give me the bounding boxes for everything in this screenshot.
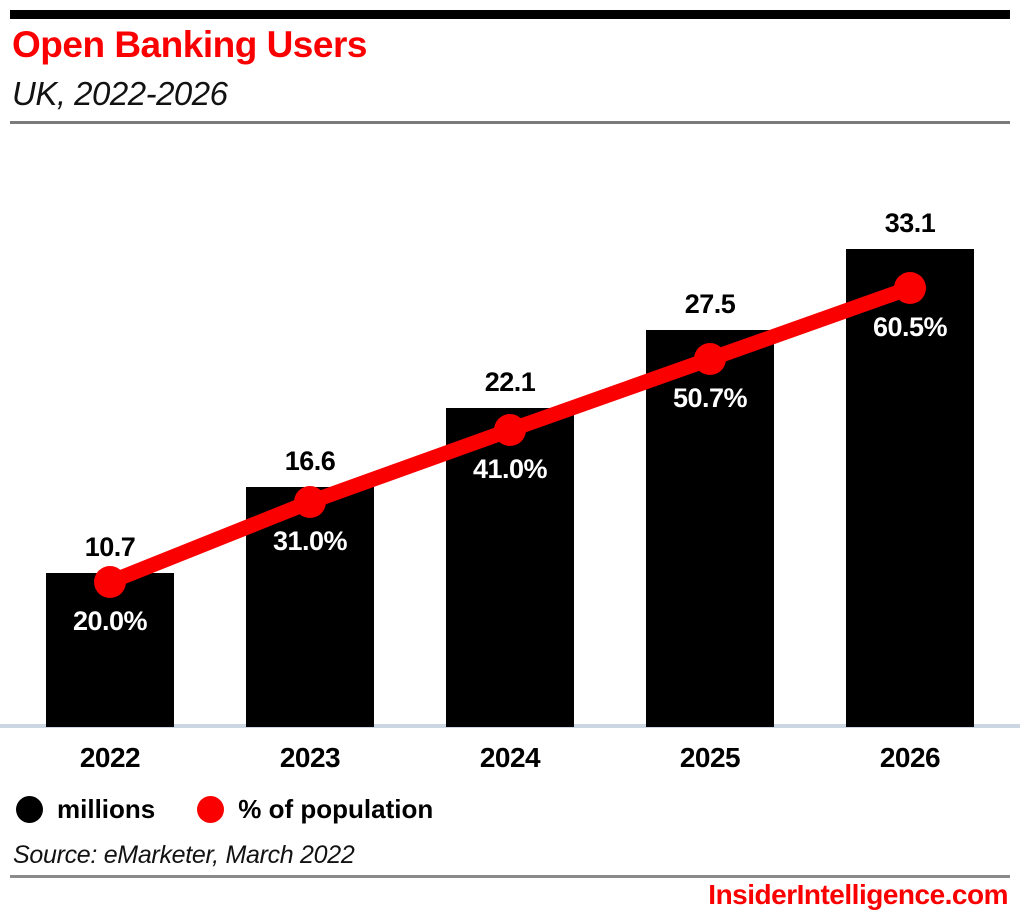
source-note: Source: eMarketer, March 2022 (13, 841, 355, 869)
page-title: Open Banking Users (12, 24, 367, 65)
top-accent-bar (10, 10, 1010, 19)
chart-legend: millions % of population (16, 794, 475, 825)
bar-2022 (46, 573, 174, 727)
page-subtitle: UK, 2022-2026 (12, 75, 228, 112)
bar-value-label-2025: 27.5 (684, 289, 736, 319)
x-axis-label-2025: 2025 (679, 742, 741, 773)
bar-value-label-2024: 22.1 (484, 367, 536, 397)
bar-value-label-2022: 10.7 (84, 532, 136, 562)
line-point-label-2025: 50.7% (672, 383, 748, 413)
legend-label: millions (57, 794, 156, 824)
legend-item-percent: % of population (197, 794, 433, 825)
footer-divider (10, 875, 1010, 878)
legend-label: % of population (238, 794, 434, 824)
line-point-label-2024: 41.0% (472, 454, 548, 484)
x-axis-label-2024: 2024 (479, 742, 541, 773)
bar-value-label-2026: 33.1 (884, 208, 936, 238)
line-point-label-2026: 60.5% (872, 312, 948, 342)
legend-item-millions: millions (16, 794, 155, 825)
millions-swatch-icon (16, 796, 43, 823)
percent-swatch-icon (197, 796, 225, 823)
bar-value-label-2023: 16.6 (284, 446, 336, 476)
bar-line-chart: 10.7 20.0% 2022 16.6 31.0% 2023 22.1 41.0% 2024 2… (0, 208, 1020, 773)
x-axis-label-2026: 2026 (879, 742, 941, 773)
footer-site-link[interactable]: InsiderIntelligence.com (708, 879, 1008, 910)
line-point-label-2023: 31.0% (272, 526, 348, 556)
line-point-label-2022: 20.0% (72, 606, 148, 636)
bar-2023 (246, 487, 374, 727)
x-axis-label-2023: 2023 (279, 742, 341, 773)
header-divider (10, 121, 1010, 124)
x-axis-label-2022: 2022 (79, 742, 141, 773)
